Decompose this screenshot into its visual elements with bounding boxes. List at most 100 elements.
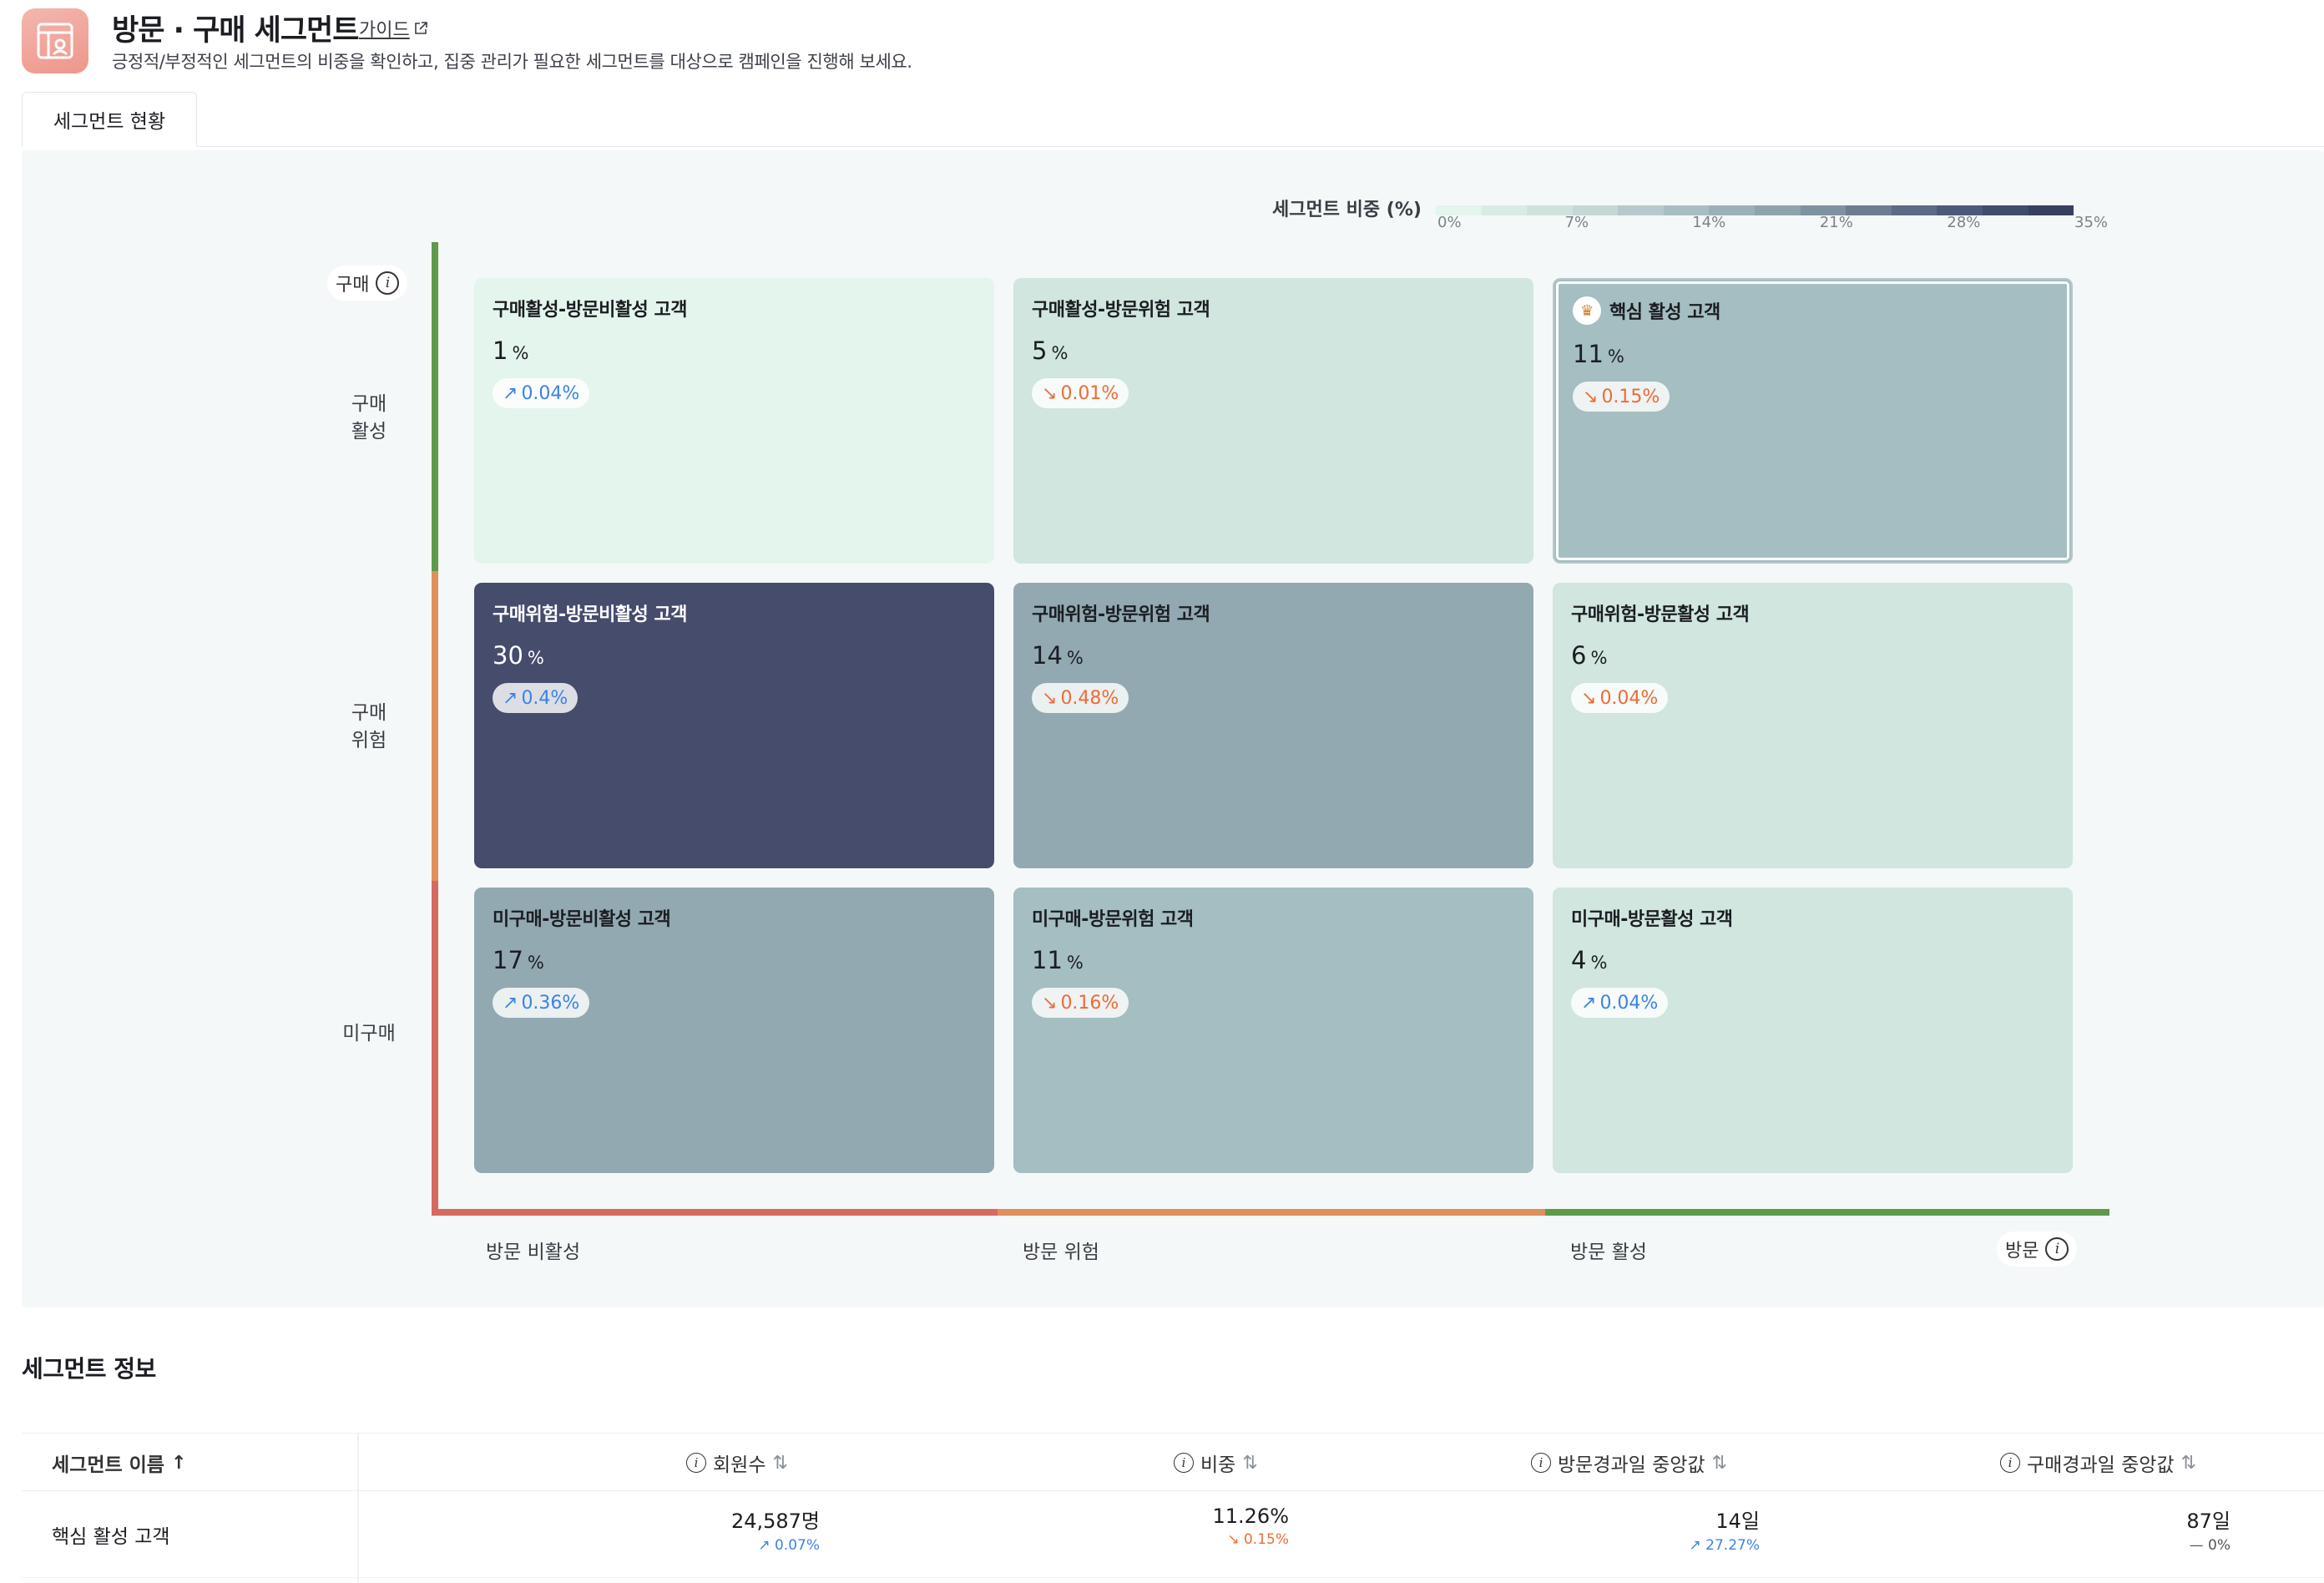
segment-name: 미구매-방문비활성 고객 [493, 909, 671, 930]
external-link-icon [414, 22, 427, 34]
segment-change-value: 0.04% [521, 382, 580, 404]
trend-down-icon: ↘ [1583, 386, 1599, 407]
column-header-name[interactable]: 세그먼트 이름 ↑ [52, 1434, 186, 1492]
legend-color-step [1937, 205, 1983, 215]
segment-share: 4% [1571, 946, 2054, 974]
segment-share: 14% [1032, 641, 1515, 670]
segment-share-value: 4 [1571, 946, 1587, 974]
segment-change-badge: ↘ 0.48% [1032, 683, 1129, 713]
segment-change-value: 0.01% [1060, 382, 1119, 404]
segment-name: 미구매-방문위험 고객 [1032, 909, 1194, 930]
segment-share: 11% [1032, 946, 1515, 974]
sort-icon[interactable]: ⇅ [2180, 1452, 2197, 1474]
legend-color-step [1663, 205, 1710, 215]
segment-share-unit: % [527, 648, 544, 668]
legend-color-scale [1436, 205, 2074, 215]
x-axis-title: 방문 i [1997, 1232, 2078, 1267]
column-divider [357, 1433, 359, 1583]
column-header-purchase-median[interactable]: i 구매경과일 중앙값 ⇅ [2000, 1434, 2196, 1492]
segment-name: 핵심 활성 고객 [1609, 302, 1720, 323]
sort-icon[interactable]: ⇅ [772, 1452, 788, 1474]
trend-down-icon: ↘ [1042, 382, 1058, 404]
segment-share-unit: % [1590, 648, 1608, 668]
segment-name: 구매활성-방문비활성 고객 [493, 300, 687, 321]
crown-icon: ♛ [1573, 296, 1601, 325]
x-axis-label: 방문 위험 [1023, 1242, 1099, 1263]
segment-cell-title: 구매위험-방문비활성 고객 [493, 599, 976, 626]
segment-name: 구매활성-방문위험 고객 [1032, 300, 1210, 321]
segment-share-unit: % [1066, 648, 1084, 668]
purchase-median-info-icon[interactable]: i [2000, 1453, 2020, 1473]
trend-down-icon: ↘ [1581, 687, 1597, 709]
sort-icon[interactable]: ⇅ [1711, 1452, 1728, 1474]
segment-share: 17% [493, 946, 976, 974]
segment-share: 1% [493, 336, 976, 365]
segment-cell[interactable]: 미구매-방문활성 고객 4% ↗ 0.04% [1553, 888, 2073, 1173]
sort-asc-icon[interactable]: ↑ [170, 1452, 187, 1474]
column-header-share-label[interactable]: 비중 [1200, 1454, 1236, 1476]
legend-color-step [1481, 205, 1528, 215]
segment-change-badge: ↗ 0.04% [1571, 988, 1669, 1018]
segment-share: 30% [493, 641, 976, 670]
segment-cell[interactable]: 구매활성-방문위험 고객 5% ↘ 0.01% [1013, 278, 1533, 564]
column-header-members-label[interactable]: 회원수 [713, 1454, 766, 1476]
x-axis-label: 방문 비활성 [486, 1242, 581, 1263]
x-axis-label: 방문 활성 [1570, 1242, 1647, 1263]
tab-segment-status[interactable]: 세그먼트 현황 [22, 92, 197, 147]
x-axis-segment [432, 1209, 998, 1216]
column-header-members[interactable]: i 회원수 ⇅ [686, 1434, 788, 1492]
segment-cell[interactable]: 구매활성-방문비활성 고객 1% ↗ 0.04% [474, 278, 994, 564]
segment-name: 미구매-방문활성 고객 [1571, 909, 1733, 930]
page-description: 긍정적/부정적인 세그먼트의 비중을 확인하고, 집중 관리가 필요한 세그먼트… [112, 52, 912, 72]
purchase-median-cell: 87일 — 0% [2186, 1505, 2231, 1554]
guide-link[interactable]: 가이드 [359, 15, 428, 42]
members-info-icon[interactable]: i [686, 1453, 706, 1473]
segment-change-value: 0.04% [1599, 992, 1659, 1014]
members-value: 24,587명 [730, 1510, 820, 1533]
segment-cell[interactable]: 구매위험-방문위험 고객 14% ↘ 0.48% [1013, 583, 1533, 868]
y-axis-segment [432, 242, 438, 571]
visit-median-change: ↗ 27.27% [1689, 1537, 1760, 1554]
segment-name-cell[interactable]: 핵심 활성 고객 [52, 1526, 170, 1548]
purchase-info-icon[interactable]: i [376, 271, 400, 295]
segment-name: 구매위험-방문활성 고객 [1571, 604, 1750, 625]
tab-bar: 세그먼트 현황 [22, 92, 2324, 147]
guide-link-label[interactable]: 가이드 [359, 20, 410, 41]
table-row[interactable]: 핵심 활성 고객 24,587명 ↗ 0.07% 11.26% ↘ 0.15% … [22, 1491, 2324, 1578]
segment-cell[interactable]: 구매위험-방문비활성 고객 30% ↗ 0.4% [474, 583, 994, 868]
column-header-purchase-median-label[interactable]: 구매경과일 중앙값 [2027, 1454, 2175, 1476]
sort-icon[interactable]: ⇅ [1242, 1452, 1258, 1474]
share-info-icon[interactable]: i [1174, 1453, 1194, 1473]
legend-color-step [1846, 205, 1892, 215]
visit-info-icon[interactable]: i [2045, 1237, 2069, 1261]
segment-share-unit: % [1066, 953, 1084, 973]
column-header-visit-median-label[interactable]: 방문경과일 중앙값 [1558, 1454, 1705, 1476]
segment-cell[interactable]: ♛ 핵심 활성 고객 11% ↘ 0.15% [1553, 278, 2073, 564]
legend-color-step [1800, 205, 1847, 215]
trend-up-icon: ↗ [503, 687, 518, 709]
segment-cell-title: 미구매-방문위험 고객 [1032, 904, 1515, 931]
column-header-share[interactable]: i 비중 ⇅ [1174, 1434, 1258, 1492]
segment-share-value: 11 [1573, 340, 1604, 368]
trend-up-icon: ↗ [503, 992, 518, 1014]
y-axis-title-label: 구매 [336, 275, 370, 296]
legend-tick-label: 28% [1947, 214, 1981, 231]
segment-cell[interactable]: 미구매-방문비활성 고객 17% ↗ 0.36% [474, 888, 994, 1173]
segment-change-value: 0.04% [1599, 687, 1659, 709]
legend-tick-label: 14% [1692, 214, 1726, 231]
segment-cell[interactable]: 구매위험-방문활성 고객 6% ↘ 0.04% [1553, 583, 2073, 868]
y-axis-label: 구매 위험 [351, 702, 387, 751]
visit-median-cell: 14일 ↗ 27.27% [1690, 1505, 1760, 1554]
legend-color-step [1755, 205, 1801, 215]
column-header-visit-median[interactable]: i 방문경과일 중앙값 ⇅ [1531, 1434, 1727, 1492]
segment-change-value: 0.48% [1060, 687, 1119, 709]
segment-cell-title: 미구매-방문활성 고객 [1571, 904, 2054, 931]
segment-share-value: 11 [1032, 946, 1063, 974]
segment-cell[interactable]: 미구매-방문위험 고객 11% ↘ 0.16% [1013, 888, 1533, 1173]
segment-share: 6% [1571, 641, 2054, 670]
column-header-name-label[interactable]: 세그먼트 이름 [52, 1454, 164, 1476]
legend-color-step [1891, 205, 1938, 215]
members-cell: 24,587명 ↗ 0.07% [731, 1505, 820, 1554]
segment-name: 구매위험-방문위험 고객 [1032, 604, 1210, 625]
visit-median-info-icon[interactable]: i [1531, 1453, 1551, 1473]
